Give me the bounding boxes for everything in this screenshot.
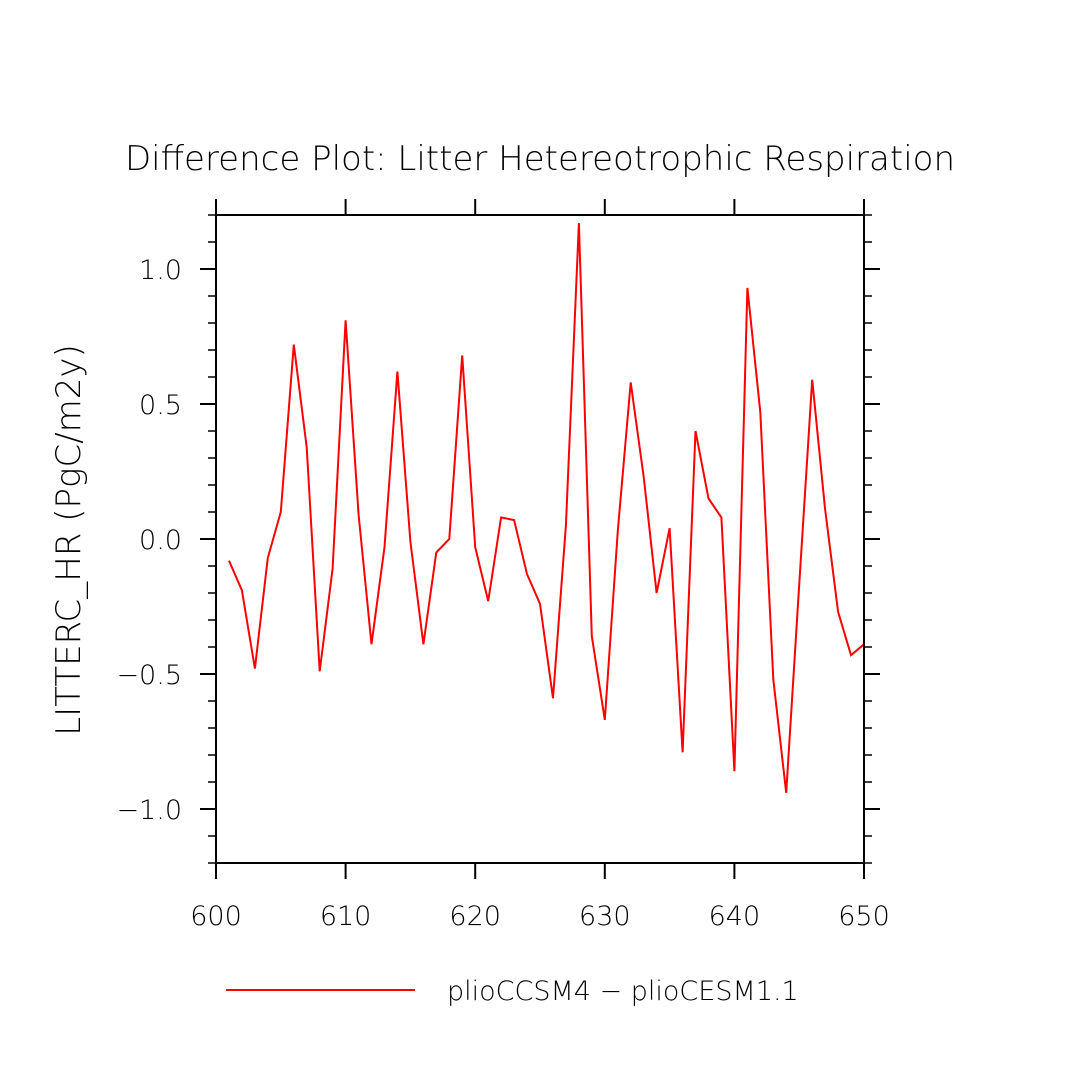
series-lines — [228, 223, 865, 793]
legend-label: plioCCSM4 − plioCESM1.1 — [447, 976, 799, 1007]
y-tick-label: −0.5 — [116, 660, 182, 691]
y-tick-label: −1.0 — [116, 795, 182, 826]
y-axis-label: LITTERC_HR (PgC/m2y) — [49, 344, 89, 736]
x-tick-labels: 600 610 620 630 640 650 — [190, 901, 890, 932]
legend: plioCCSM4 − plioCESM1.1 — [226, 976, 799, 1007]
x-tick-label: 620 — [449, 901, 501, 932]
x-tick-label: 650 — [838, 901, 890, 932]
y-tick-label: 0.0 — [139, 525, 182, 556]
y-tick-labels: −1.0 −0.5 0.0 0.5 1.0 — [116, 255, 182, 826]
x-tick-label: 600 — [190, 901, 242, 932]
x-tick-label: 640 — [709, 901, 761, 932]
plot-frame — [215, 214, 865, 864]
major-ticks — [200, 199, 880, 879]
y-tick-label: 1.0 — [139, 255, 182, 286]
chart-title: Difference Plot: Litter Hetereotrophic R… — [125, 139, 955, 179]
series-line — [228, 223, 865, 793]
x-tick-label: 610 — [320, 901, 372, 932]
x-tick-label: 630 — [579, 901, 631, 932]
minor-ticks — [208, 214, 872, 864]
y-tick-label: 0.5 — [139, 390, 182, 421]
